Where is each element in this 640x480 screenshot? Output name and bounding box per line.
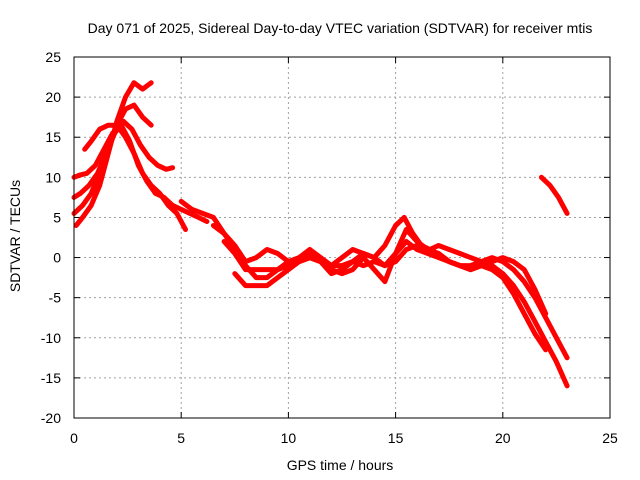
chart-title: Day 071 of 2025, Sidereal Day-to-day VTE… [88,20,593,36]
series-line-arc-6 [178,198,570,389]
y-tick-label: 5 [53,209,61,225]
x-tick-labels: 0 5 10 15 20 25 [70,430,618,446]
y-tick-label: 0 [53,250,61,266]
plot-frame [73,56,611,419]
x-tick-label: 0 [70,430,78,446]
series-group [71,80,570,389]
series-line-arc-1 [73,80,154,228]
series-line-arc-3 [71,118,176,200]
x-tick-label: 10 [281,430,297,446]
y-tick-label: 10 [45,169,61,185]
y-tick-label: -10 [41,330,61,346]
series-line-arc-10 [538,174,570,216]
y-tick-label: 20 [45,89,61,105]
y-tick-label: 25 [45,49,61,65]
y-tick-label: 15 [45,129,61,145]
y-tick-labels: -20 -15 -10 -5 0 5 10 15 20 25 [41,49,61,426]
y-tick-label: -15 [41,370,61,386]
y-tick-label: -5 [49,290,62,306]
x-tick-label: 15 [388,430,404,446]
y-tick-label: -20 [41,410,61,426]
grid [74,57,610,418]
y-axis-label: SDTVAR / TECUs [7,180,23,292]
x-tick-label: 5 [177,430,185,446]
x-tick-label: 25 [602,430,618,446]
series-line-arc-5 [82,122,188,232]
series-line-arc-9 [232,227,549,317]
x-axis-label: GPS time / hours [287,457,394,473]
series-line-arc-2 [71,102,154,216]
axis-ticks [73,56,611,419]
x-tick-label: 20 [495,430,511,446]
